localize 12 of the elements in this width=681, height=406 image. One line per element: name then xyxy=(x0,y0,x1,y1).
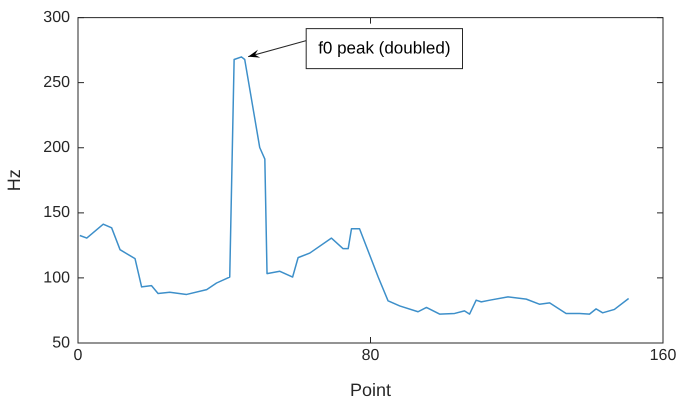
y-tick-label: 100 xyxy=(43,269,70,286)
x-tick-label: 160 xyxy=(650,347,676,364)
x-axis-title: Point xyxy=(350,380,392,400)
y-tick-label: 300 xyxy=(43,9,70,26)
y-tick-label: 50 xyxy=(52,334,70,352)
x-tick-label: 0 xyxy=(74,347,83,364)
y-axis-title: Hz xyxy=(4,169,24,192)
annotation: f0 peak (doubled) xyxy=(318,38,451,58)
y-tick-label: 200 xyxy=(43,139,70,156)
y-tick-label: 150 xyxy=(43,204,70,222)
x-tick-label: 80 xyxy=(362,347,380,364)
y-tick-label: 250 xyxy=(43,74,70,92)
